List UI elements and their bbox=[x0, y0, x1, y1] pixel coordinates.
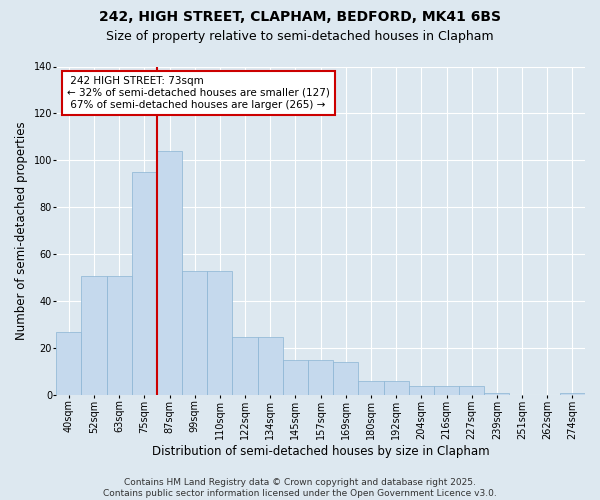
Text: Size of property relative to semi-detached houses in Clapham: Size of property relative to semi-detach… bbox=[106, 30, 494, 43]
Bar bbox=[484, 393, 509, 396]
Bar bbox=[459, 386, 484, 396]
Bar bbox=[208, 271, 232, 396]
Bar bbox=[409, 386, 434, 396]
Bar bbox=[383, 381, 409, 396]
Bar bbox=[358, 381, 383, 396]
Bar bbox=[132, 172, 157, 396]
Bar bbox=[82, 276, 107, 396]
X-axis label: Distribution of semi-detached houses by size in Clapham: Distribution of semi-detached houses by … bbox=[152, 444, 490, 458]
Bar bbox=[434, 386, 459, 396]
Bar bbox=[283, 360, 308, 396]
Bar bbox=[182, 271, 208, 396]
Bar bbox=[333, 362, 358, 396]
Bar bbox=[560, 393, 585, 396]
Text: 242, HIGH STREET, CLAPHAM, BEDFORD, MK41 6BS: 242, HIGH STREET, CLAPHAM, BEDFORD, MK41… bbox=[99, 10, 501, 24]
Text: Contains HM Land Registry data © Crown copyright and database right 2025.
Contai: Contains HM Land Registry data © Crown c… bbox=[103, 478, 497, 498]
Bar bbox=[107, 276, 132, 396]
Text: 242 HIGH STREET: 73sqm
← 32% of semi-detached houses are smaller (127)
 67% of s: 242 HIGH STREET: 73sqm ← 32% of semi-det… bbox=[67, 76, 329, 110]
Bar bbox=[157, 151, 182, 396]
Bar bbox=[308, 360, 333, 396]
Bar bbox=[257, 336, 283, 396]
Bar bbox=[232, 336, 257, 396]
Y-axis label: Number of semi-detached properties: Number of semi-detached properties bbox=[15, 122, 28, 340]
Bar bbox=[56, 332, 82, 396]
